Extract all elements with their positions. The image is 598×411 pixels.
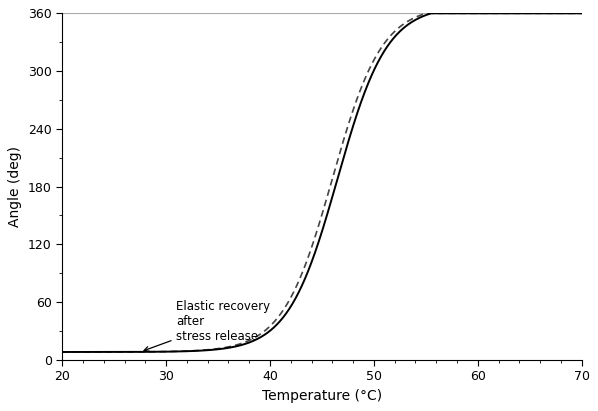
Y-axis label: Angle (deg): Angle (deg) <box>8 146 22 227</box>
Text: Elastic recovery
after
stress release: Elastic recovery after stress release <box>144 300 270 351</box>
X-axis label: Temperature (°C): Temperature (°C) <box>262 389 382 403</box>
